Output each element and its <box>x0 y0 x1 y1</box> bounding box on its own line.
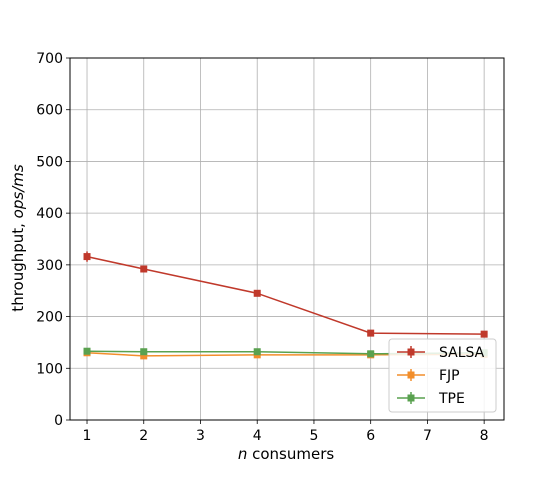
legend-marker <box>407 348 415 356</box>
axis-ticks: 1 2 3 4 5 6 7 8 0 100 200 300 400 500 600 700 <box>36 51 488 444</box>
y-tick-label: 100 <box>36 361 63 377</box>
data-point <box>253 289 261 297</box>
x-tick-label: 1 <box>83 428 92 444</box>
x-tick-label: 2 <box>139 428 148 444</box>
y-tick-label: 600 <box>36 103 63 119</box>
y-tick-label: 400 <box>36 206 63 222</box>
legend-item: FJP <box>397 368 460 384</box>
legend-label: SALSA <box>439 345 485 361</box>
y-tick-label: 300 <box>36 258 63 274</box>
x-axis-label-var: n <box>238 445 248 463</box>
data-point <box>83 253 91 261</box>
x-tick-label: 7 <box>423 428 432 444</box>
y-axis-label-unit: ops/ms <box>9 164 27 218</box>
y-axis-label: throughput, ops/ms <box>9 164 27 312</box>
x-axis-label: n consumers <box>238 445 335 463</box>
x-tick-label: 3 <box>196 428 205 444</box>
legend-box <box>388 338 497 413</box>
data-point <box>83 347 91 355</box>
legend-label: TPE <box>438 391 465 407</box>
legend-item: TPE <box>397 391 465 407</box>
x-tick-label: 4 <box>253 428 262 444</box>
y-tick-label: 700 <box>36 51 63 67</box>
x-axis-label-text: consumers <box>247 445 334 463</box>
series-salsa <box>83 251 488 338</box>
x-tick-label: 5 <box>309 428 318 444</box>
data-point <box>140 265 148 273</box>
x-tick-label: 6 <box>366 428 375 444</box>
legend: SALSA FJP TPE <box>388 338 497 413</box>
legend-marker <box>407 394 415 402</box>
data-point <box>140 348 148 356</box>
y-axis-label-text: throughput, <box>9 218 27 311</box>
y-tick-label: 200 <box>36 310 63 326</box>
data-point <box>253 348 261 356</box>
legend-item: SALSA <box>397 345 485 361</box>
grid <box>70 57 504 421</box>
y-tick-label: 0 <box>54 413 63 429</box>
y-tick-label: 500 <box>36 154 63 170</box>
legend-label: FJP <box>439 368 460 384</box>
data-point <box>367 329 375 337</box>
plot-frame <box>69 57 505 421</box>
data-point <box>367 350 375 358</box>
data-point <box>480 330 488 338</box>
data-point <box>140 352 148 360</box>
legend-marker <box>407 371 415 379</box>
x-tick-label: 8 <box>480 428 489 444</box>
